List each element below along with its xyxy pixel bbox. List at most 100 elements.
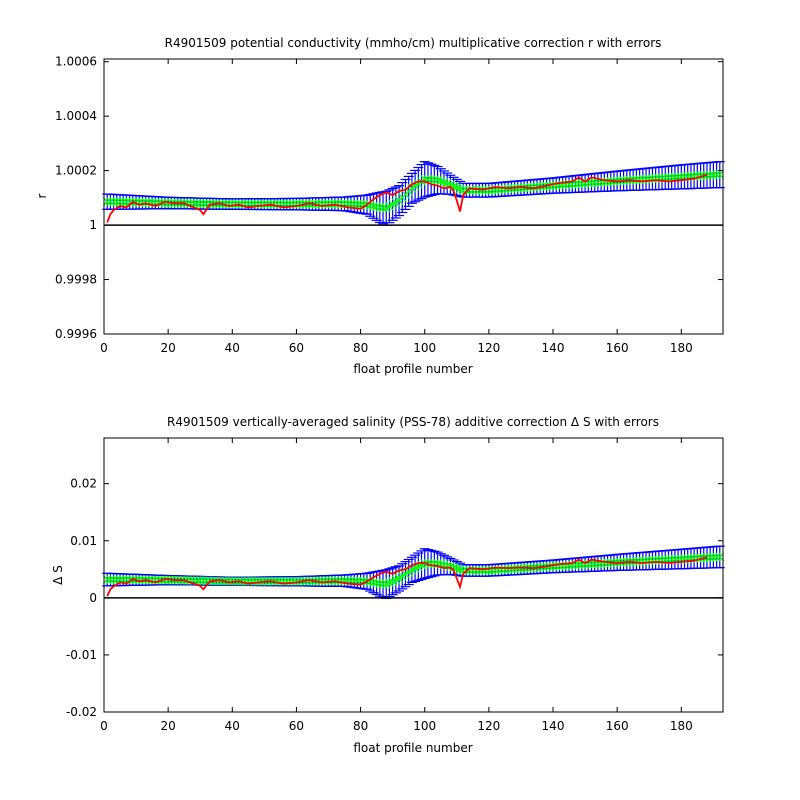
fit-point [478,566,487,575]
fit-point [102,575,112,584]
y-tick-label: -0.02 [66,705,97,719]
fit-point [160,575,170,585]
fit-point [199,199,208,209]
conductivity-ticks: 0 20 40 60 80 100 120 140 160 180 0.9996 0.9998 1 1.0… [55,55,723,355]
fit-point [134,575,144,585]
salinity-ticks: 0 20 40 60 80 100 120 140 160 180 -0.02 -0.01 0 0.01 0… [66,438,723,733]
x-tick-label: 60 [289,719,304,733]
fit-point [433,175,442,185]
fit-point [115,197,125,207]
fit-point [474,566,484,575]
fit-point [304,576,314,586]
fit-point [715,170,725,180]
fit-point [288,576,298,586]
fit-point [253,576,263,586]
conductivity-profile-series-line [106,173,708,223]
x-tick-label: 140 [542,341,565,355]
salinity-chart-title: R4901509 vertically-averaged salinity (P… [167,415,659,429]
x-tick-label: 100 [413,719,436,733]
fit-point [109,575,119,585]
fit-point [471,185,481,195]
y-tick-label: 1.0002 [55,164,97,178]
conductivity-error-bars [102,161,725,226]
fit-point [224,576,234,586]
fit-point [712,552,722,562]
fit-point [105,197,115,207]
x-tick-label: 20 [161,341,176,355]
fit-point [317,576,327,586]
x-tick-label: 80 [353,341,368,355]
y-tick-label: 1.0004 [55,109,97,123]
fit-point [449,563,459,572]
fit-point [327,199,337,209]
y-tick-label: 0 [89,591,97,605]
fit-point [259,199,269,209]
y-tick-label: 0.9996 [55,327,97,341]
fit-point [134,197,144,207]
x-tick-label: 160 [606,719,629,733]
fit-point [199,576,208,586]
fit-point [125,197,135,207]
x-tick-label: 60 [289,341,304,355]
fit-point [231,199,240,209]
salinity-plot-area [102,545,725,600]
x-tick-label: 80 [353,719,368,733]
x-tick-label: 20 [161,719,176,733]
fit-point [195,576,205,586]
fit-point [112,197,122,207]
y-tick-label: 1.0006 [55,55,97,69]
fit-point [320,576,330,586]
conductivity-panel: R4901509 potential conductivity (mmho/cm… [35,36,725,376]
conductivity-axes-frame [103,58,724,335]
y-tick-label: 0.9998 [55,273,97,287]
fit-point [465,185,475,195]
x-tick-label: 40 [225,719,240,733]
fit-point [195,199,205,209]
fit-point [205,199,215,209]
salinity-profile-series-line [106,556,708,597]
x-tick-label: 0 [100,719,108,733]
x-tick-label: 0 [100,341,108,355]
conductivity-plot-area [102,161,725,226]
x-tick-label: 180 [670,341,693,355]
conductivity-x-axis-label: float profile number [353,362,472,376]
fit-point [712,170,722,180]
fit-point [202,576,212,586]
fit-point [715,552,725,562]
fit-point [324,576,333,586]
fit-point [317,199,327,209]
x-tick-label: 100 [413,341,436,355]
conductivity-chart-title: R4901509 potential conductivity (mmho/cm… [165,36,662,50]
salinity-x-axis-label: float profile number [353,741,472,755]
fit-point [160,198,170,208]
x-tick-label: 40 [225,341,240,355]
conductivity-y-axis-label: r [35,193,49,198]
x-tick-label: 120 [477,341,500,355]
fit-point [105,575,115,585]
fit-point [109,197,119,207]
salinity-panel: R4901509 vertically-averaged salinity (P… [51,415,725,755]
salinity-y-axis-label: Δ S [51,565,65,585]
x-tick-label: 140 [542,719,565,733]
fit-point [458,566,468,575]
fit-point [224,199,234,209]
y-tick-label: -0.01 [66,648,97,662]
fit-point [192,199,202,208]
fit-point [118,197,128,207]
fit-point [215,576,224,586]
y-tick-label: 1 [89,218,97,232]
y-tick-label: 0.01 [70,534,97,548]
fit-point [292,576,301,586]
fit-point [324,199,333,209]
y-tick-label: 0.02 [70,477,97,491]
fit-point [102,197,112,207]
x-tick-label: 160 [606,341,629,355]
salinity-axes-frame [103,437,724,713]
fit-point [333,576,343,586]
x-tick-label: 180 [670,719,693,733]
x-tick-label: 120 [477,719,500,733]
fit-point [439,178,449,187]
fit-point [186,198,196,208]
